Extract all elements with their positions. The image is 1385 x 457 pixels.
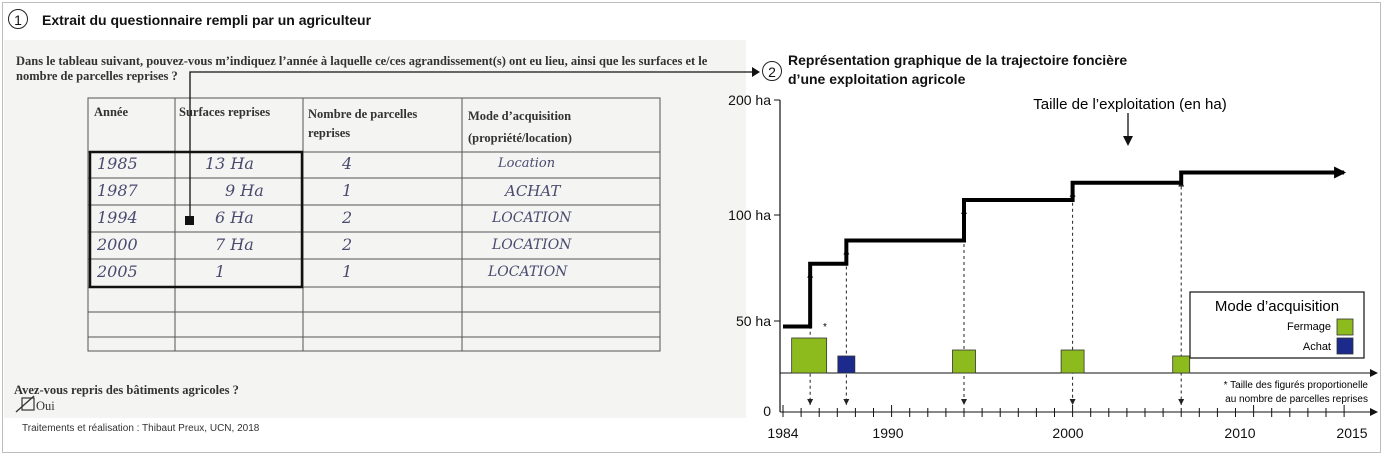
row-2-parcels: 1 — [342, 181, 353, 200]
header-mode: Mode d’acquisition (propriété/location) — [468, 109, 572, 145]
row-3-parcels: 2 — [342, 208, 353, 227]
row-3-year: 1994 — [97, 208, 138, 227]
y-label-50: 50 ha — [736, 313, 771, 329]
row-5-parcels: 1 — [342, 262, 353, 281]
section-1-number: 1 — [8, 9, 28, 29]
row-4-mode: LOCATION — [492, 237, 572, 253]
guide-arrow-down-1994 — [961, 399, 967, 405]
section-2-title-line2: d’une exploitation agricole — [788, 71, 966, 87]
legend-swatch-achat — [1336, 337, 1354, 355]
header-annee: Année — [94, 105, 129, 119]
section-2-number: 2 — [762, 61, 782, 81]
x-label-2000: 2000 — [1052, 425, 1083, 441]
row-3-mode: LOCATION — [492, 210, 572, 226]
y-label-100: 100 ha — [728, 207, 771, 223]
y-label-0: 0 — [763, 403, 771, 419]
questionnaire-scan — [4, 40, 746, 418]
baseline-arrowhead — [1370, 369, 1378, 377]
acquisition-square-2000 — [1060, 349, 1085, 374]
row-2-mode: ACHAT — [505, 182, 561, 200]
checkbox-tick — [15, 395, 35, 413]
highlight-box — [88, 150, 304, 289]
buildings-answer: Oui — [36, 399, 55, 413]
x-label-2015: 2015 — [1336, 425, 1367, 441]
x-label-1990: 1990 — [872, 425, 903, 441]
size-label-arrowhead — [1123, 136, 1133, 146]
questionnaire-table — [15, 67, 760, 413]
guide-arrow-down-1987 — [843, 399, 850, 405]
footnote-line1: * Taille des figurés proportionelle — [1224, 380, 1369, 391]
trajectory-arrowhead — [1334, 166, 1347, 179]
credit-text: Traitements et réalisation : Thibaut Pre… — [22, 423, 260, 434]
section-2-title-line1: Représentation graphique de la trajectoi… — [788, 52, 1128, 68]
size-label: Taille de l’exploitation (en ha) — [1033, 96, 1226, 113]
row-1-year: 1985 — [97, 154, 138, 173]
acquisition-square-1985 — [791, 337, 828, 374]
row-5-mode: LOCATION — [488, 264, 568, 280]
footnote-line2: au nombre de parcelles reprises — [1225, 394, 1368, 405]
legend-swatch-fermage — [1336, 318, 1354, 336]
acquisition-square-1987 — [837, 355, 856, 374]
x-label-2010: 2010 — [1224, 425, 1255, 441]
buildings-question: Avez-vous repris des bâtiments agricoles… — [14, 383, 239, 397]
x-label-1984: 1984 — [767, 425, 798, 441]
x-axis-arrowhead — [1370, 408, 1378, 416]
guide-arrow-down-1985 — [807, 399, 814, 405]
header-parcelles: Nombre de parcelles reprises — [308, 107, 418, 140]
row-1-parcels: 4 — [342, 154, 353, 173]
guide-arrow-down-2006 — [1178, 399, 1185, 405]
connector-arrowhead — [752, 67, 760, 77]
legend-label-fermage: Fermage — [1287, 321, 1331, 333]
row-3-surface: 6 Ha — [215, 208, 254, 227]
acquisition-square-2006 — [1172, 355, 1191, 374]
header-surfaces: Surfaces reprises — [179, 105, 271, 119]
asterisk-mark: * — [823, 322, 827, 333]
connector-line — [189, 71, 752, 221]
row-2-surface: 9 Ha — [225, 181, 264, 200]
row-5-year: 2005 — [97, 262, 138, 281]
section-1-title: Extrait du questionnaire rempli par un a… — [42, 12, 372, 28]
row-4-surface: 7 Ha — [215, 235, 254, 254]
oui-checkbox — [21, 397, 35, 411]
legend-label-achat: Achat — [1303, 341, 1331, 353]
row-1-mode: Location — [498, 156, 556, 171]
legend-title: Mode d’acquisition — [1215, 298, 1339, 315]
acquisition-square-1994 — [952, 349, 976, 374]
questionnaire-question: Dans le tableau suivant, pouvez-vous m’i… — [16, 54, 708, 83]
row-1-surface: 13 Ha — [205, 154, 254, 173]
row-4-year: 2000 — [97, 235, 138, 254]
guide-arrow-down-2000 — [1069, 399, 1076, 405]
connector-marker — [185, 216, 194, 225]
row-2-year: 1987 — [97, 181, 138, 200]
y-label-200: 200 ha — [728, 92, 771, 108]
row-5-surface: 1 — [215, 262, 226, 281]
legend-box — [1189, 291, 1365, 359]
trajectory-line — [783, 170, 1345, 329]
row-4-parcels: 2 — [342, 235, 353, 254]
